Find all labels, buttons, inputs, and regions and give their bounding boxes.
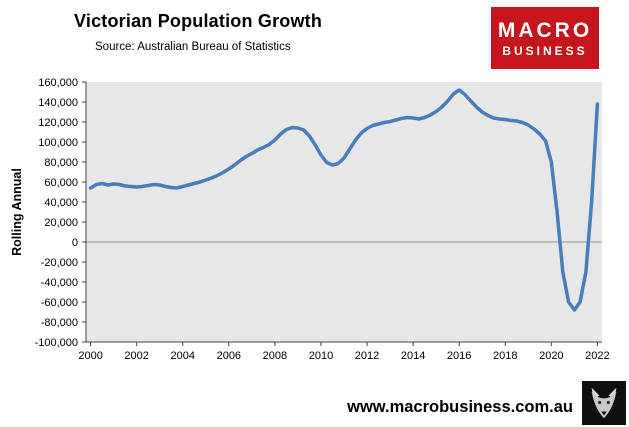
logo-line-macro: MACRO <box>497 18 593 42</box>
plot-background <box>86 82 602 342</box>
x-tick-label: 2014 <box>401 350 425 362</box>
y-tick-label: -80,000 <box>41 317 78 329</box>
x-tick-label: 2006 <box>217 350 241 362</box>
y-tick-label: -20,000 <box>41 257 78 269</box>
x-tick-label: 2010 <box>309 350 333 362</box>
footer-url: www.macrobusiness.com.au <box>347 398 573 416</box>
x-tick-label: 2008 <box>263 350 287 362</box>
y-tick-label: 60,000 <box>44 177 78 189</box>
macrobusiness-logo: MACRO BUSINESS <box>491 7 599 69</box>
population-growth-series <box>88 88 600 312</box>
wolf-logo-icon <box>582 381 626 425</box>
page-title: Victorian Population Growth <box>74 11 323 31</box>
y-tick-label: -60,000 <box>41 297 78 309</box>
x-tick-label: 2018 <box>493 350 517 362</box>
y-tick-label: -100,000 <box>35 337 78 349</box>
y-tick-label: 160,000 <box>38 77 78 89</box>
y-tick-label: 40,000 <box>44 197 78 209</box>
y-tick-label: -40,000 <box>41 277 78 289</box>
x-tick-label: 2020 <box>539 350 563 362</box>
population-growth-line-chart: 160,000 140,000 120,000 100,000 80,000 60,000… <box>35 77 610 362</box>
y-tick-label: 120,000 <box>38 117 78 129</box>
chart-source: Source: Australian Bureau of Statistics <box>95 41 291 53</box>
y-tick-label: 140,000 <box>38 97 78 109</box>
y-tick-label: 0 <box>72 237 78 249</box>
y-tick-label: 80,000 <box>44 157 78 169</box>
x-tick-label: 2022 <box>585 350 609 362</box>
y-tick-label: 100,000 <box>38 137 78 149</box>
x-tick-label: 2000 <box>78 350 102 362</box>
x-tick-label: 2012 <box>355 350 379 362</box>
chart-area: 160,000 140,000 120,000 100,000 80,000 60,000… <box>24 72 624 364</box>
x-tick-label: 2004 <box>171 350 195 362</box>
wolf-icon <box>591 387 617 419</box>
y-tick-label: 20,000 <box>44 217 78 229</box>
x-tick-label: 2002 <box>124 350 148 362</box>
logo-line-business: BUSINESS <box>502 43 588 58</box>
x-tick-label: 2016 <box>447 350 471 362</box>
y-axis-title: Rolling Annual <box>10 168 24 256</box>
